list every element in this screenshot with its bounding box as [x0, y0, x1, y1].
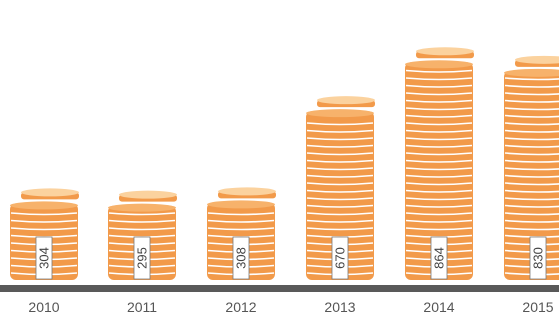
coin-stack-2010: 304 [10, 188, 79, 280]
data-label: 308 [234, 247, 249, 269]
coin-stack-2014: 864 [405, 47, 474, 280]
data-label: 830 [531, 247, 546, 269]
coin-stack-2011: 295 [108, 190, 177, 280]
x-axis-baseline [0, 285, 559, 292]
data-label: 864 [432, 247, 447, 269]
x-tick-label: 2015 [522, 299, 553, 315]
x-tick-label: 2012 [225, 299, 256, 315]
coin-stack-2015: 830 [504, 55, 559, 280]
x-tick-label: 2014 [423, 299, 454, 315]
x-tick-label: 2011 [127, 299, 157, 315]
data-label: 670 [333, 247, 348, 269]
data-label: 304 [37, 247, 52, 269]
x-tick-label: 2013 [324, 299, 355, 315]
coin-stack-2013: 670 [306, 96, 375, 280]
coin-stack-2012: 308 [207, 187, 276, 280]
data-label: 295 [135, 247, 150, 269]
bar [504, 70, 559, 280]
x-tick-label: 2010 [28, 299, 59, 315]
